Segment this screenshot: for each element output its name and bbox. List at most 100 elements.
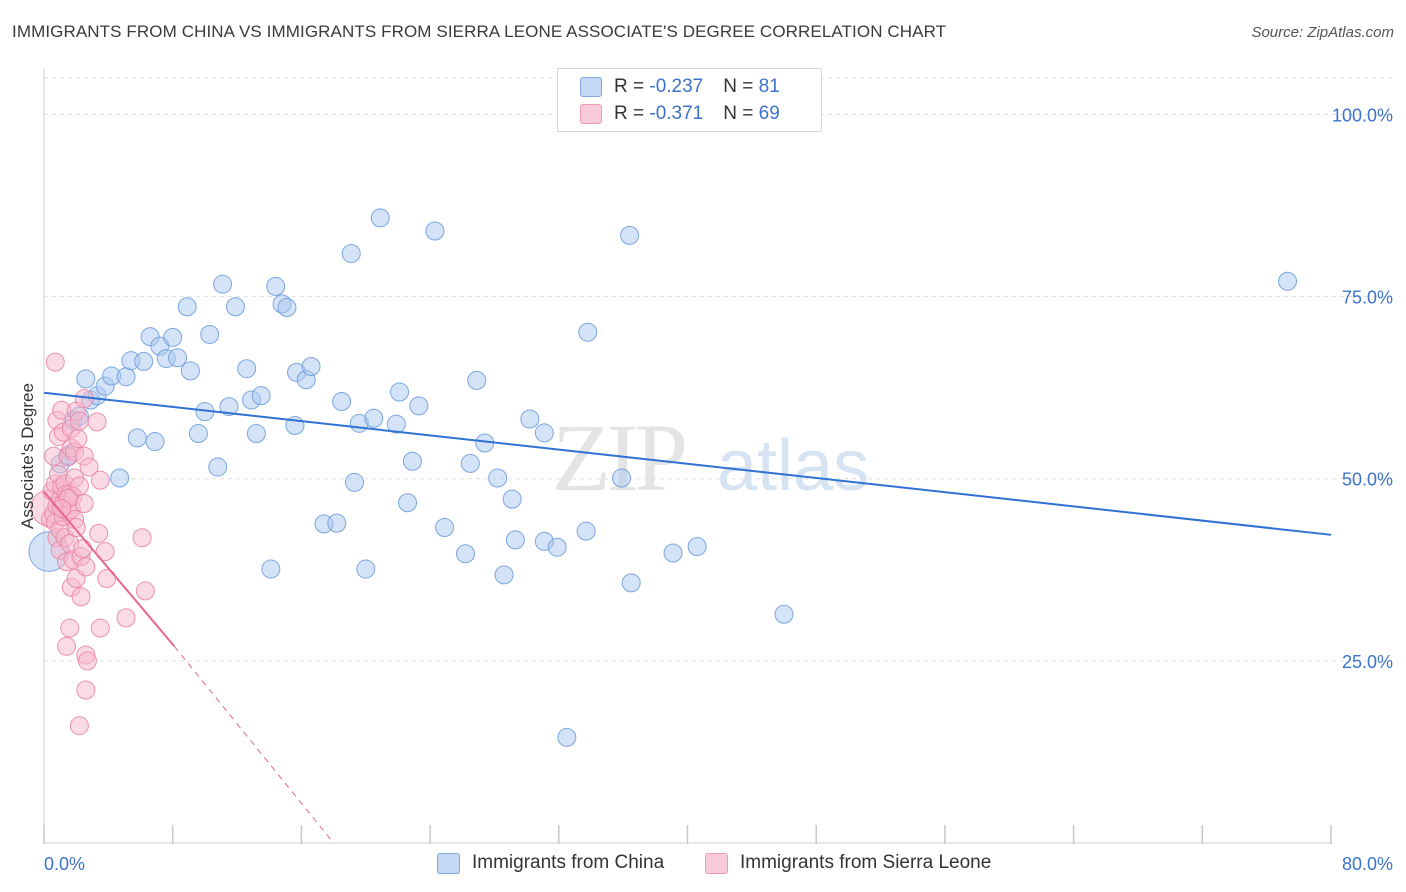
sierra-point — [71, 587, 91, 607]
watermark-zip: ZIP — [552, 404, 685, 511]
china-point — [188, 424, 208, 444]
legend-n-value-china: 81 — [758, 76, 780, 97]
sierra-point — [135, 581, 155, 601]
china-point — [488, 468, 508, 488]
china-point — [557, 727, 577, 747]
sierra-point — [76, 680, 96, 700]
china-point — [145, 432, 165, 452]
china-point — [547, 537, 567, 557]
sierra-point — [52, 499, 72, 519]
sierra-point — [68, 429, 88, 449]
china-point — [110, 468, 130, 488]
china-point — [612, 468, 632, 488]
sierra-point — [77, 651, 97, 671]
y-tick-label: 25.0% — [1342, 652, 1393, 672]
china-point — [237, 359, 257, 379]
china-point — [621, 573, 641, 593]
legend-n-label-china: N = — [723, 76, 759, 97]
china-point — [332, 391, 352, 411]
china-point — [341, 244, 361, 264]
sierra-point — [69, 411, 89, 431]
china-point — [425, 221, 445, 241]
sierra-point — [87, 412, 107, 432]
sierra-point — [69, 716, 89, 736]
watermark: ZIP atlas — [552, 404, 869, 511]
data-points — [28, 208, 1298, 747]
china-point — [163, 327, 183, 347]
legend-row-china: R = -0.237 N = 81 — [580, 74, 780, 100]
china-point — [467, 370, 487, 390]
china-point — [505, 530, 525, 550]
china-point — [116, 367, 136, 387]
legend-n-label-sierra: N = — [723, 103, 759, 124]
series-label-china: Immigrants from China — [472, 852, 665, 873]
legend-swatch-china — [580, 77, 602, 97]
sierra-point — [45, 352, 65, 372]
sierra-point — [74, 493, 94, 513]
series-legend: Immigrants from China Immigrants from Si… — [0, 852, 1406, 878]
china-point — [620, 225, 640, 245]
sierra-point — [90, 618, 110, 638]
china-point — [356, 559, 376, 579]
x-tick-label: 0.0% — [44, 854, 85, 874]
china-point — [134, 351, 154, 371]
china-point — [168, 348, 188, 368]
legend-row-sierra: R = -0.371 N = 69 — [580, 101, 780, 127]
china-point — [261, 559, 281, 579]
china-point — [219, 397, 239, 417]
china-point — [390, 382, 410, 402]
china-point — [251, 386, 271, 406]
china-point — [277, 298, 297, 317]
legend-r-value-sierra: -0.371 — [649, 103, 704, 124]
legend-r-label-sierra: R = — [614, 103, 650, 124]
axes — [43, 68, 1332, 844]
china-point — [1278, 271, 1298, 291]
china-point — [344, 472, 364, 492]
china-point — [370, 208, 390, 228]
series-swatch-sierra — [705, 852, 728, 874]
china-point — [76, 369, 96, 389]
china-point — [364, 408, 384, 428]
china-point — [687, 536, 707, 556]
trend-lines — [43, 391, 1332, 844]
y-tick-label: 100.0% — [1332, 105, 1393, 125]
china-point — [266, 276, 286, 296]
china-point — [520, 409, 540, 429]
legend-n-value-sierra: 69 — [758, 103, 780, 124]
china-point — [327, 513, 347, 533]
correlation-legend: R = -0.237 N = 81 R = -0.371 N = 69 — [557, 68, 822, 132]
china-point — [460, 453, 480, 473]
sierra-trend-line — [43, 491, 176, 647]
sierra-point — [90, 470, 110, 490]
series-swatch-china — [437, 852, 460, 874]
series-label-sierra: Immigrants from Sierra Leone — [740, 852, 992, 873]
china-point — [663, 543, 683, 563]
china-point — [200, 324, 220, 344]
china-point — [225, 297, 245, 317]
sierra-trend-line-extension — [173, 645, 334, 844]
sierra-point — [89, 523, 109, 543]
china-point — [127, 428, 147, 448]
chart-title: IMMIGRANTS FROM CHINA VS IMMIGRANTS FROM… — [12, 22, 947, 41]
sierra-point — [76, 557, 96, 577]
china-point — [177, 297, 197, 317]
legend-r-label-china: R = — [614, 76, 650, 97]
sierra-point — [132, 528, 152, 548]
china-point — [180, 361, 200, 381]
china-point — [409, 396, 429, 416]
sierra-point — [60, 618, 80, 638]
sierra-point — [69, 476, 89, 496]
source-note: Source: ZipAtlas.com — [1251, 24, 1394, 41]
sierra-point — [79, 457, 99, 477]
china-point — [534, 423, 554, 443]
series-legend-sierra: Immigrants from Sierra Leone — [705, 852, 991, 874]
china-point — [435, 518, 455, 538]
china-point — [301, 357, 321, 377]
legend-r-value-china: -0.237 — [649, 76, 704, 97]
china-point — [576, 521, 596, 541]
legend-swatch-sierra — [580, 104, 602, 124]
china-point — [402, 451, 422, 471]
china-point — [774, 604, 794, 624]
sierra-point — [97, 569, 117, 589]
